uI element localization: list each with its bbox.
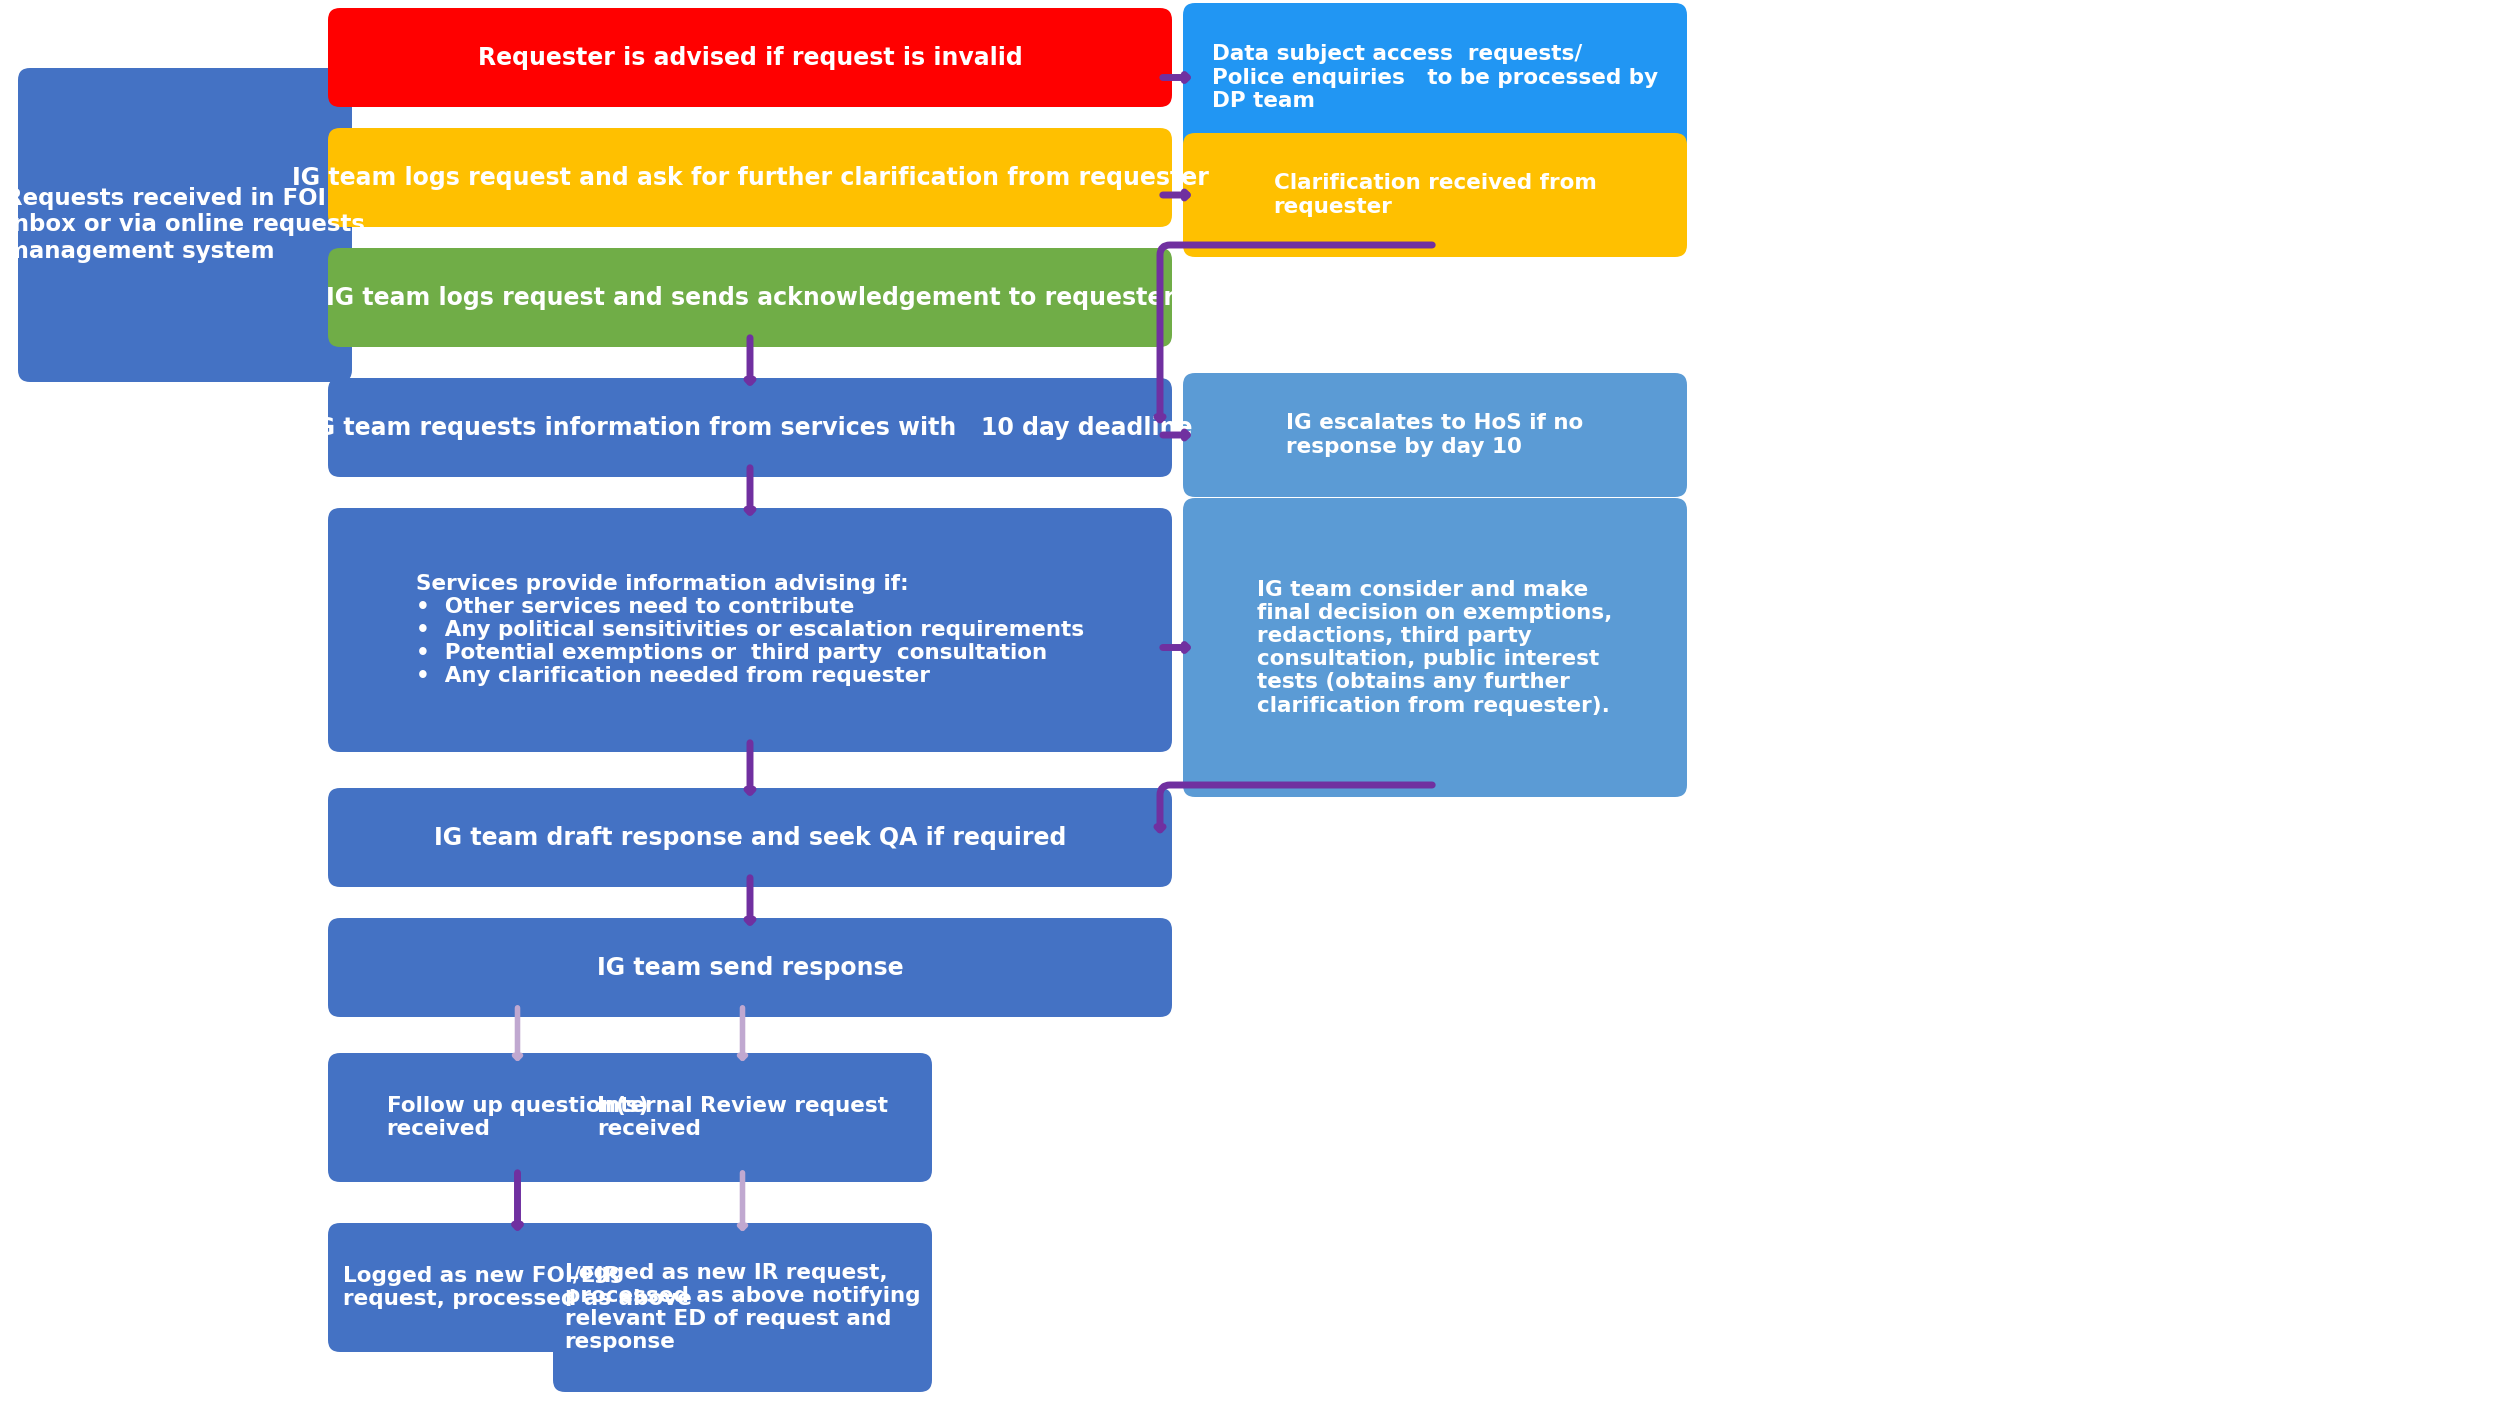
FancyBboxPatch shape: [328, 8, 1172, 107]
FancyBboxPatch shape: [328, 378, 1172, 477]
FancyBboxPatch shape: [328, 128, 1172, 226]
FancyBboxPatch shape: [552, 1223, 932, 1392]
Text: IG team logs request and sends acknowledgement to requester: IG team logs request and sends acknowled…: [325, 285, 1175, 309]
Text: Services provide information advising if:
•  Other services need to contribute
•: Services provide information advising if…: [415, 574, 1085, 686]
FancyBboxPatch shape: [328, 1223, 708, 1353]
FancyBboxPatch shape: [1182, 134, 1688, 257]
Text: Requester is advised if request is invalid: Requester is advised if request is inval…: [478, 45, 1022, 69]
FancyBboxPatch shape: [1182, 373, 1688, 496]
FancyBboxPatch shape: [328, 247, 1172, 347]
Text: Data subject access  requests/
Police enquiries   to be processed by
DP team: Data subject access requests/ Police enq…: [1212, 45, 1658, 111]
FancyBboxPatch shape: [328, 1053, 708, 1182]
Text: Internal Review request
received: Internal Review request received: [598, 1095, 888, 1139]
FancyBboxPatch shape: [328, 508, 1172, 752]
Text: IG team draft response and seek QA if required: IG team draft response and seek QA if re…: [435, 825, 1065, 849]
Text: Clarification received from
requester: Clarification received from requester: [1272, 173, 1598, 217]
Text: Requests received in FOI
inbox or via online requests
management system: Requests received in FOI inbox or via on…: [5, 187, 365, 263]
Text: IG team requests information from services with   10 day deadline: IG team requests information from servic…: [308, 416, 1192, 440]
Text: Follow up question(s)
received: Follow up question(s) received: [388, 1095, 648, 1139]
FancyBboxPatch shape: [18, 67, 352, 382]
Text: IG escalates to HoS if no
response by day 10: IG escalates to HoS if no response by da…: [1288, 413, 1582, 457]
FancyBboxPatch shape: [1182, 498, 1688, 797]
Text: IG team send response: IG team send response: [598, 956, 902, 980]
Text: Logged as new IR request,
processed as above notifying
relevant ED of request an: Logged as new IR request, processed as a…: [565, 1263, 920, 1353]
FancyBboxPatch shape: [552, 1053, 932, 1182]
Text: Logged as new FOI/EIR
request, processed as above: Logged as new FOI/EIR request, processed…: [342, 1265, 692, 1309]
FancyBboxPatch shape: [328, 787, 1172, 887]
Text: IG team consider and make
final decision on exemptions,
redactions, third party
: IG team consider and make final decision…: [1258, 579, 1612, 716]
Text: IG team logs request and ask for further clarification from requester: IG team logs request and ask for further…: [292, 166, 1208, 190]
FancyBboxPatch shape: [1182, 3, 1688, 152]
FancyBboxPatch shape: [328, 918, 1172, 1017]
